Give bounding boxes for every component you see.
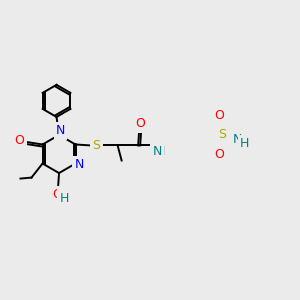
Text: O: O	[52, 188, 62, 201]
Text: N: N	[233, 134, 242, 146]
Text: O: O	[14, 134, 24, 148]
Text: O: O	[214, 110, 224, 122]
Text: S: S	[93, 139, 101, 152]
Text: N: N	[74, 158, 84, 171]
Text: O: O	[214, 148, 224, 160]
Text: H: H	[155, 145, 165, 158]
Text: O: O	[136, 117, 146, 130]
Text: H: H	[240, 137, 250, 151]
Text: N: N	[152, 145, 162, 158]
Text: N: N	[56, 124, 65, 137]
Text: S: S	[218, 128, 226, 142]
Text: H: H	[59, 192, 69, 205]
